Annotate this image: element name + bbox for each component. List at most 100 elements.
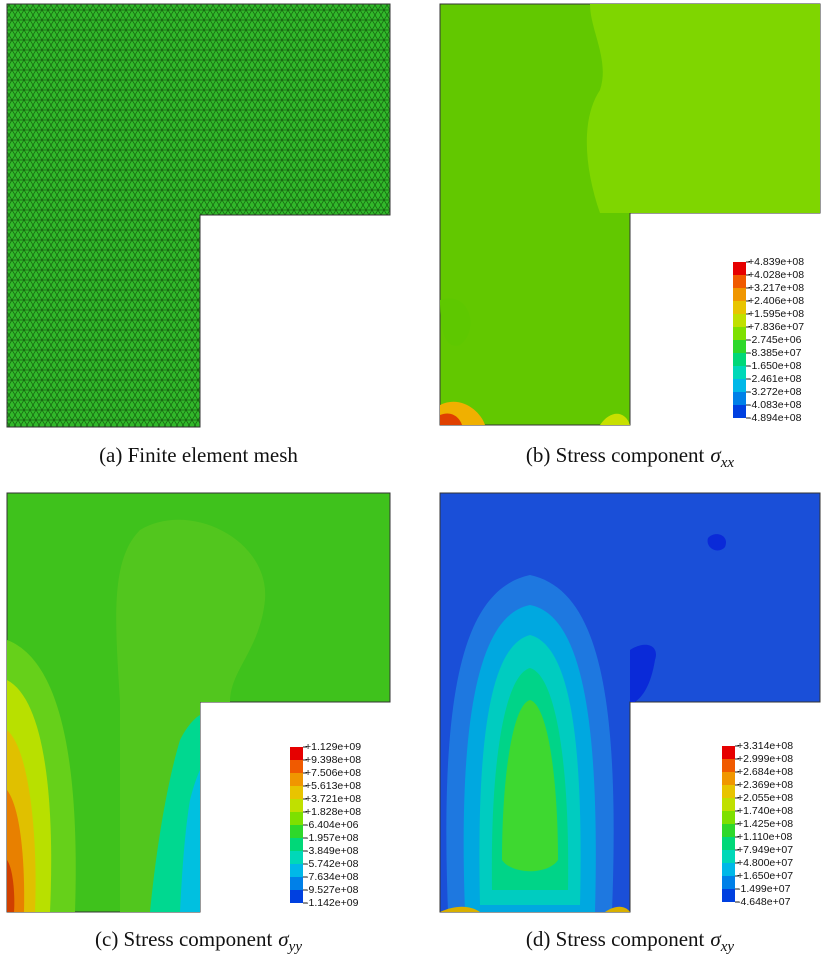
legend-swatch [290, 747, 303, 760]
legend-swatch [290, 812, 303, 825]
legend-swatch [733, 379, 746, 392]
caption-subscript: xy [720, 939, 735, 955]
legend-label: +5.613e+08 [305, 780, 361, 792]
legend-swatch [722, 785, 735, 798]
legend-label: -4.648e+07 [737, 896, 791, 908]
legend-label: -1.142e+09 [305, 897, 359, 909]
legend-label: +4.839e+08 [748, 256, 804, 268]
legend-swatch [290, 838, 303, 851]
legend-label: +3.217e+08 [748, 282, 804, 294]
contour-region [707, 534, 727, 551]
legend-label: +1.425e+08 [737, 818, 793, 830]
legend-swatch [722, 863, 735, 876]
legend-swatch [722, 824, 735, 837]
legend-label: -1.499e+07 [737, 883, 791, 895]
legend-label: -8.385e+07 [748, 347, 802, 359]
legend-label: +2.684e+08 [737, 766, 793, 778]
caption-subscript: yy [287, 939, 303, 955]
legend-label: -2.745e+06 [748, 334, 802, 346]
legend-label: -4.894e+08 [748, 412, 802, 424]
legend-swatch [290, 864, 303, 877]
legend-label: +1.595e+08 [748, 308, 804, 320]
caption: (c) Stress component σyy [95, 927, 302, 955]
legend-swatch [290, 825, 303, 838]
panel [6, 492, 391, 913]
legend-swatch [290, 799, 303, 812]
contour-region [600, 413, 630, 425]
contour-region [7, 860, 15, 912]
legend-label: -6.404e+06 [305, 819, 359, 831]
legend-label: +1.110e+08 [737, 831, 792, 843]
caption-text: (d) Stress component [526, 927, 705, 951]
legend-label: -1.650e+08 [748, 360, 802, 372]
legend-swatch [733, 275, 746, 288]
caption-text: (a) Finite element mesh [99, 443, 298, 467]
legend-label: +2.999e+08 [737, 753, 793, 765]
legend-label: -4.083e+08 [748, 399, 802, 411]
caption-symbol: σ [278, 927, 290, 951]
legend-swatch [290, 851, 303, 864]
legend-label: -5.742e+08 [305, 858, 359, 870]
contour-region [440, 298, 471, 346]
legend-swatch [722, 811, 735, 824]
contours [7, 519, 266, 912]
contour-region [440, 906, 480, 912]
legend-label: +7.949e+07 [737, 844, 793, 856]
legend-swatch [722, 850, 735, 863]
legend-label: +2.369e+08 [737, 779, 793, 791]
legend-swatch [722, 889, 735, 902]
legend-swatch [722, 772, 735, 785]
legend-label: +3.721e+08 [305, 793, 361, 805]
legend-swatch [722, 837, 735, 850]
legend-label: -3.849e+08 [305, 845, 359, 857]
legend-swatch [733, 392, 746, 405]
legend-swatch [733, 405, 746, 418]
legend-label: -7.634e+08 [305, 871, 359, 883]
legend-label: +7.836e+07 [748, 321, 804, 333]
legend-label: -2.461e+08 [748, 373, 802, 385]
legend-swatch [290, 877, 303, 890]
contour-region [440, 413, 462, 425]
legend-label: +1.650e+07 [737, 870, 793, 882]
legend-swatch [733, 353, 746, 366]
contour-region [116, 519, 266, 912]
contours [440, 534, 727, 912]
caption: (a) Finite element mesh [99, 443, 298, 467]
legend-swatch [733, 340, 746, 353]
legend-label: +2.406e+08 [748, 295, 804, 307]
legend-label: +1.740e+08 [737, 805, 793, 817]
contours [440, 4, 820, 425]
caption: (d) Stress component σxy [526, 927, 735, 955]
legend-swatch [722, 746, 735, 759]
caption-symbol: σ [710, 927, 722, 951]
legend-label: +4.028e+08 [748, 269, 804, 281]
legend-swatch [733, 288, 746, 301]
caption-subscript: xx [720, 455, 735, 471]
legend-label: +9.398e+08 [305, 754, 361, 766]
legend-swatch [733, 301, 746, 314]
panel [439, 3, 821, 426]
legend-swatch [722, 876, 735, 889]
legend-swatch [722, 759, 735, 772]
legend-swatch [290, 786, 303, 799]
caption-text: (c) Stress component [95, 927, 272, 951]
legend-label: +2.055e+08 [737, 792, 793, 804]
legend-label: -9.527e+08 [305, 884, 359, 896]
legend-label: +7.506e+08 [305, 767, 361, 779]
panel [6, 3, 391, 428]
domain [6, 3, 391, 428]
legend-swatch [733, 366, 746, 379]
legend-label: +1.129e+09 [305, 741, 361, 753]
legend-swatch [722, 798, 735, 811]
caption-symbol: σ [710, 443, 722, 467]
legend-swatch [290, 773, 303, 786]
contour-region [630, 644, 656, 705]
panel [439, 492, 821, 913]
contour-region [586, 4, 820, 213]
legend-swatch [733, 327, 746, 340]
legend-label: +4.800e+07 [737, 857, 793, 869]
legend-swatch [733, 262, 746, 275]
legend-label: +3.314e+08 [737, 740, 793, 752]
caption: (b) Stress component σxx [526, 443, 735, 471]
